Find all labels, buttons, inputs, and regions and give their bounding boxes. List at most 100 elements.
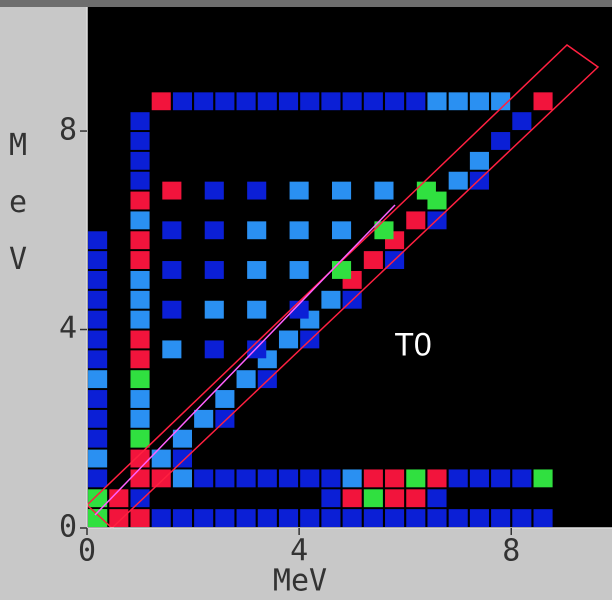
- cell: [332, 221, 352, 240]
- y-tick-label: 0: [59, 510, 77, 545]
- cell: [130, 310, 150, 329]
- cell: [300, 92, 320, 111]
- cell: [130, 211, 150, 230]
- cell: [300, 469, 320, 488]
- cell: [88, 469, 108, 488]
- selection-box: [85, 44, 600, 530]
- cell: [130, 489, 150, 508]
- cell: [278, 469, 299, 488]
- cell: [321, 489, 341, 508]
- cell: [130, 390, 150, 408]
- cell: [130, 270, 150, 289]
- cell: [162, 221, 182, 240]
- cell: [172, 469, 192, 488]
- cell: [130, 112, 150, 131]
- cell: [247, 300, 267, 319]
- cell: [406, 489, 426, 508]
- cell: [88, 251, 108, 269]
- cell: [289, 300, 309, 319]
- top-strip: [0, 0, 612, 7]
- cell: [406, 469, 426, 488]
- cell: [172, 92, 192, 111]
- cell: [416, 181, 436, 200]
- cell: [321, 469, 341, 488]
- cell: [194, 409, 214, 428]
- cell: [427, 469, 447, 488]
- cell: [88, 350, 108, 369]
- annotation: T0: [394, 326, 431, 362]
- cell: [151, 469, 171, 488]
- cell: [236, 370, 256, 389]
- cell: [257, 370, 277, 389]
- cell: [109, 489, 129, 508]
- cell: [88, 449, 108, 468]
- guide-line: [94, 204, 396, 516]
- cell: [130, 132, 150, 150]
- cell: [109, 509, 129, 528]
- cell: [194, 469, 214, 488]
- cell: [130, 191, 150, 210]
- cell: [469, 151, 489, 170]
- cell: [321, 92, 341, 111]
- cell: [448, 92, 468, 111]
- cell: [236, 469, 256, 488]
- cell: [194, 509, 214, 528]
- cell: [215, 469, 235, 488]
- cell: [162, 340, 182, 359]
- cell: [491, 509, 511, 528]
- cell: [130, 370, 150, 389]
- cell: [533, 509, 553, 528]
- cell: [321, 509, 341, 528]
- cell: [342, 92, 362, 111]
- cell: [448, 509, 468, 528]
- cell: [88, 489, 108, 508]
- cell: [406, 92, 426, 111]
- cell: [130, 350, 150, 369]
- cell: [130, 429, 150, 448]
- cell: [332, 181, 352, 200]
- cell: [321, 290, 341, 309]
- cell: [363, 251, 383, 269]
- cell: [385, 509, 405, 528]
- cell: [236, 509, 256, 528]
- cell: [247, 221, 267, 240]
- cell: [289, 181, 309, 200]
- cell: [172, 449, 192, 468]
- cell: [332, 261, 352, 279]
- cell: [172, 509, 192, 528]
- cell: [406, 211, 426, 230]
- cells: [88, 92, 553, 528]
- cell: [278, 92, 299, 111]
- cell: [130, 509, 150, 528]
- cell: [204, 261, 224, 279]
- cell: [469, 469, 489, 488]
- cell: [533, 469, 553, 488]
- cell: [363, 469, 383, 488]
- cell: [215, 409, 235, 428]
- cell: [130, 251, 150, 269]
- cell: [363, 92, 383, 111]
- cell: [130, 171, 150, 190]
- cell: [385, 489, 405, 508]
- cell: [162, 181, 182, 200]
- cell: [130, 449, 150, 468]
- cell: [363, 509, 383, 528]
- cell: [88, 390, 108, 408]
- cell: [427, 489, 447, 508]
- cell: [491, 469, 511, 488]
- cell: [427, 92, 447, 111]
- cell: [130, 330, 150, 349]
- cell: [289, 221, 309, 240]
- cell: [215, 390, 235, 408]
- cell: [512, 509, 532, 528]
- cell: [151, 509, 171, 528]
- cell: [385, 92, 405, 111]
- cell: [512, 112, 532, 131]
- cell: [278, 509, 299, 528]
- cell: [300, 509, 320, 528]
- cell: [130, 151, 150, 170]
- cell: [278, 330, 299, 349]
- cell: [172, 429, 192, 448]
- cell: [130, 409, 150, 428]
